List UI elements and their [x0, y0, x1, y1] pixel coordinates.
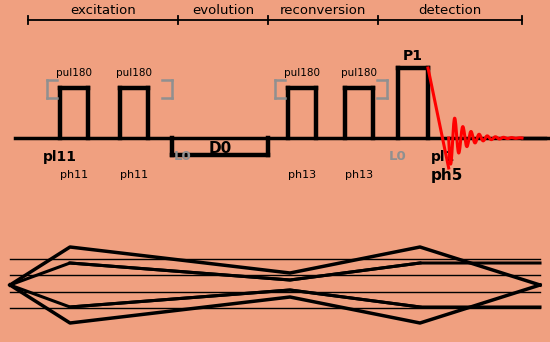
Text: L0: L0 — [389, 150, 407, 163]
Text: pul180: pul180 — [116, 68, 152, 78]
Text: pul180: pul180 — [341, 68, 377, 78]
Text: pul180: pul180 — [284, 68, 320, 78]
Text: ph11: ph11 — [120, 170, 148, 180]
Text: detection: detection — [419, 4, 482, 17]
Text: reconversion: reconversion — [280, 4, 366, 17]
Text: ph5: ph5 — [431, 168, 463, 183]
Text: P1: P1 — [403, 49, 423, 63]
Text: ph13: ph13 — [345, 170, 373, 180]
Text: pl1: pl1 — [431, 150, 455, 164]
Text: evolution: evolution — [192, 4, 254, 17]
Text: excitation: excitation — [70, 4, 136, 17]
Text: pul180: pul180 — [56, 68, 92, 78]
Text: ph13: ph13 — [288, 170, 316, 180]
Text: L0: L0 — [174, 150, 192, 163]
Text: pl11: pl11 — [43, 150, 77, 164]
Text: D0: D0 — [208, 141, 232, 156]
Text: ph11: ph11 — [60, 170, 88, 180]
